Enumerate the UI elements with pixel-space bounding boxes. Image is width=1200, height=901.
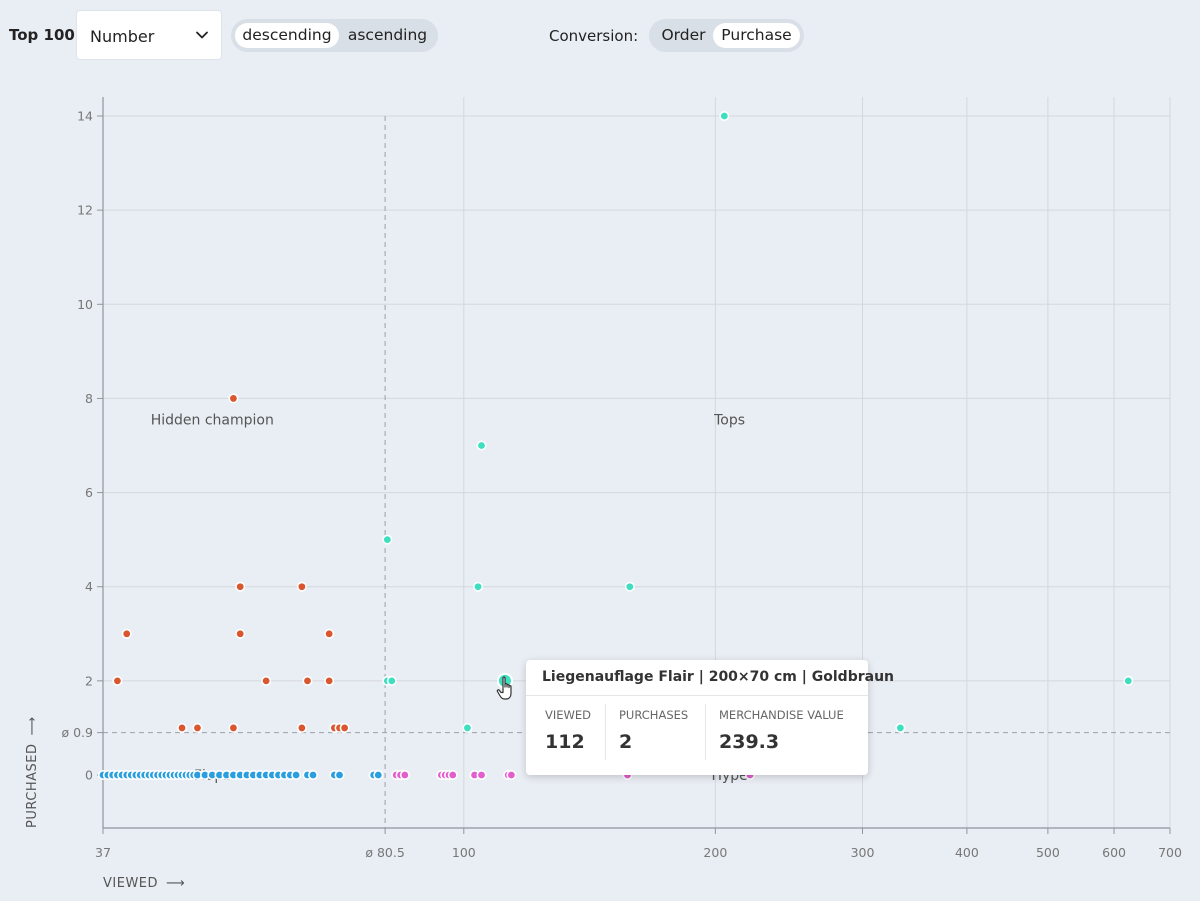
conversion-toggle: Order Purchase <box>649 19 804 52</box>
data-point-hidden <box>228 722 239 733</box>
data-point-hidden <box>121 628 132 639</box>
data-point-hidden <box>261 675 272 686</box>
x-tick-label: 37 <box>95 845 111 860</box>
y-tick-label: 14 <box>77 109 93 124</box>
tooltip-title: Liegenauflage Flair | 200×70 cm | Goldbr… <box>542 669 894 685</box>
x-axis-title-text: VIEWED <box>103 876 158 891</box>
tooltip-viewed-value: 112 <box>545 731 585 753</box>
data-point-flops <box>334 769 345 780</box>
y-tick-label: 0 <box>85 768 93 783</box>
data-point-tops <box>624 581 635 592</box>
axes <box>102 97 1170 829</box>
x-axis-title: VIEWED ⟶ <box>103 876 185 891</box>
y-tick-label: ø 0.9 <box>61 725 93 740</box>
tooltip-merch-value-number: 239.3 <box>719 731 780 753</box>
data-point-flops <box>373 769 384 780</box>
tooltip-merch-value: MERCHANDISE VALUE 239.3 <box>719 708 844 753</box>
x-tick-label: ø 80.5 <box>365 845 404 860</box>
point-tooltip: Liegenauflage Flair | 200×70 cm | Goldbr… <box>526 660 894 775</box>
tooltip-viewed-label: VIEWED <box>545 708 592 722</box>
y-axis-title-text: PURCHASED <box>25 744 40 828</box>
data-point-hype <box>447 769 458 780</box>
x-tick-label: 300 <box>851 845 875 860</box>
x-axis-arrow: ⟶ <box>166 876 185 891</box>
data-point-hidden <box>235 628 246 639</box>
tooltip-separator <box>526 695 868 696</box>
data-point-hype <box>399 769 410 780</box>
data-point-hidden <box>296 722 307 733</box>
tooltip-purchases-value: 2 <box>619 731 633 753</box>
quadrant-label: Hidden champion <box>151 413 274 429</box>
data-point-hidden <box>302 675 313 686</box>
chevron-down-icon <box>196 31 208 39</box>
tooltip-purchases-label: PURCHASES <box>619 708 689 722</box>
toolbar: Top 100 Number descending ascending Conv… <box>0 0 1200 72</box>
data-point-hype <box>476 769 487 780</box>
y-tick-label: 2 <box>85 673 93 688</box>
x-tick-label: 600 <box>1102 845 1126 860</box>
data-point-tops <box>473 581 484 592</box>
data-point-tops <box>476 440 487 451</box>
metric-select[interactable]: Number <box>76 10 222 60</box>
data-point-tops <box>719 111 730 122</box>
data-point-hidden <box>296 581 307 592</box>
y-tick-label: 10 <box>77 297 93 312</box>
data-point-hidden <box>324 628 335 639</box>
tooltip-purchases: PURCHASES 2 <box>619 708 688 753</box>
hand-cursor-icon <box>496 676 512 700</box>
data-point-flops <box>291 769 302 780</box>
tooltip-divider <box>705 704 706 760</box>
data-point-tops <box>1123 675 1134 686</box>
x-tick-labels: 37 ø 80.5 100 200 300 400 500 600 700 <box>95 828 1182 860</box>
data-point-tops <box>895 722 906 733</box>
data-point-hidden <box>235 581 246 592</box>
y-tick-label: 12 <box>77 203 93 218</box>
tooltip-merch-label: MERCHANDISE VALUE <box>719 708 844 722</box>
tooltip-viewed: VIEWED 112 <box>545 708 591 753</box>
sort-ascending-button[interactable]: ascending <box>347 26 428 44</box>
metric-select-value: Number <box>90 27 155 46</box>
conversion-purchase-button[interactable]: Purchase <box>713 23 800 48</box>
data-point-hidden <box>192 722 203 733</box>
conversion-label: Conversion: <box>549 27 639 45</box>
data-point-hidden <box>324 675 335 686</box>
y-axis-title: PURCHASED ⟶ <box>25 716 40 828</box>
tooltip-divider <box>605 704 606 760</box>
y-tick-label: 4 <box>85 579 93 594</box>
data-point-tops <box>382 534 393 545</box>
x-tick-label: 400 <box>955 845 979 860</box>
data-point-hidden <box>177 722 188 733</box>
data-point-flops <box>308 769 319 780</box>
data-point-hype <box>506 769 517 780</box>
x-tick-label: 500 <box>1036 845 1060 860</box>
data-point-hidden <box>228 393 239 404</box>
data-point-hidden <box>112 675 123 686</box>
y-tick-labels: 0 ø 0.9 2 4 6 8 10 12 14 <box>61 109 103 783</box>
data-point-hidden <box>339 722 350 733</box>
quadrant-label: Tops <box>713 413 745 429</box>
conversion-order-button[interactable]: Order <box>661 26 706 44</box>
y-axis-arrow: ⟶ <box>25 716 40 735</box>
y-axis-title-group: PURCHASED ⟶ <box>25 716 40 828</box>
sort-descending-button[interactable]: descending <box>235 23 339 48</box>
sort-toggle: descending ascending <box>231 19 438 52</box>
x-tick-label: 700 <box>1158 845 1182 860</box>
data-point-tops <box>462 722 473 733</box>
x-tick-label: 200 <box>703 845 727 860</box>
data-point-tops <box>386 675 397 686</box>
data-points <box>98 111 1134 780</box>
top-100-title: Top 100 <box>9 26 75 44</box>
y-tick-label: 6 <box>85 485 93 500</box>
x-tick-label: 100 <box>452 845 476 860</box>
y-tick-label: 8 <box>85 391 93 406</box>
